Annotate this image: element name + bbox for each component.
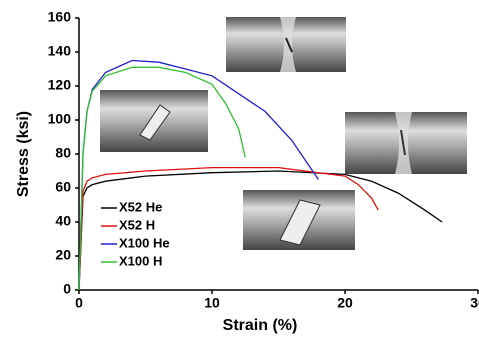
- photo-insets: [100, 17, 467, 250]
- legend-label: X100 H: [119, 253, 162, 268]
- y-tick-label: 120: [48, 77, 72, 93]
- x-tick-label: 20: [337, 295, 353, 311]
- x-axis-label: Strain (%): [223, 317, 298, 334]
- y-tick-label: 0: [63, 281, 71, 297]
- legend-label: X100 He: [119, 235, 170, 250]
- y-tick-label: 140: [48, 43, 72, 59]
- y-axis-label: Stress (ksi): [15, 111, 32, 197]
- crack: [285, 37, 293, 53]
- legend-label: X52 H: [119, 217, 155, 232]
- y-tick-label: 160: [48, 9, 72, 25]
- crack: [139, 104, 171, 141]
- series-line: [78, 166, 379, 291]
- y-tick-label: 20: [55, 247, 71, 263]
- x-tick-label: 30: [470, 295, 479, 311]
- series-line: [78, 66, 246, 291]
- y-tick-label: 80: [55, 145, 71, 161]
- x-tick-label: 0: [75, 295, 83, 311]
- crack: [400, 129, 406, 156]
- x-tick-label: 10: [204, 295, 220, 311]
- legend-label: X52 He: [119, 199, 162, 214]
- y-tick-label: 100: [48, 111, 72, 127]
- series-line: [78, 170, 443, 291]
- y-tick-label: 40: [55, 213, 71, 229]
- crack: [279, 199, 321, 246]
- y-tick-label: 60: [55, 179, 71, 195]
